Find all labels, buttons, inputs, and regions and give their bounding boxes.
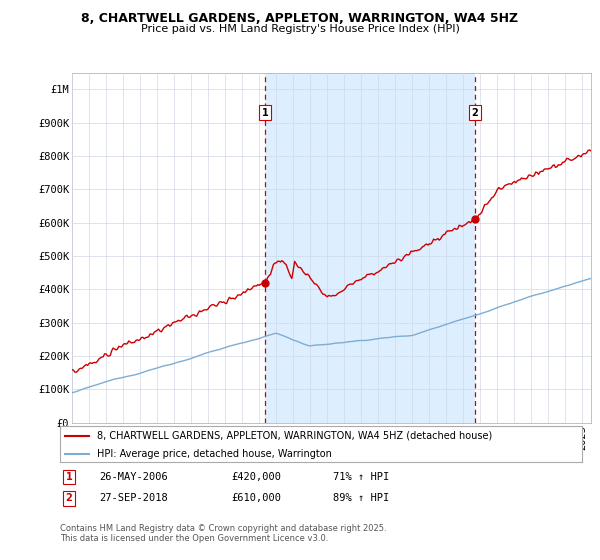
Text: 2: 2: [65, 493, 73, 503]
Text: 1: 1: [65, 472, 73, 482]
Text: HPI: Average price, detached house, Warrington: HPI: Average price, detached house, Warr…: [97, 449, 331, 459]
Text: 8, CHARTWELL GARDENS, APPLETON, WARRINGTON, WA4 5HZ (detached house): 8, CHARTWELL GARDENS, APPLETON, WARRINGT…: [97, 431, 492, 441]
Text: 8, CHARTWELL GARDENS, APPLETON, WARRINGTON, WA4 5HZ: 8, CHARTWELL GARDENS, APPLETON, WARRINGT…: [82, 12, 518, 25]
Text: 1: 1: [262, 108, 268, 118]
Text: 26-MAY-2006: 26-MAY-2006: [99, 472, 168, 482]
Text: Price paid vs. HM Land Registry's House Price Index (HPI): Price paid vs. HM Land Registry's House …: [140, 24, 460, 34]
Bar: [265, 73, 475, 423]
Text: 89% ↑ HPI: 89% ↑ HPI: [333, 493, 389, 503]
Text: £610,000: £610,000: [231, 493, 281, 503]
Text: 71% ↑ HPI: 71% ↑ HPI: [333, 472, 389, 482]
Text: 27-SEP-2018: 27-SEP-2018: [99, 493, 168, 503]
Text: £420,000: £420,000: [231, 472, 281, 482]
Text: Contains HM Land Registry data © Crown copyright and database right 2025.
This d: Contains HM Land Registry data © Crown c…: [60, 524, 386, 543]
Text: 2: 2: [472, 108, 478, 118]
